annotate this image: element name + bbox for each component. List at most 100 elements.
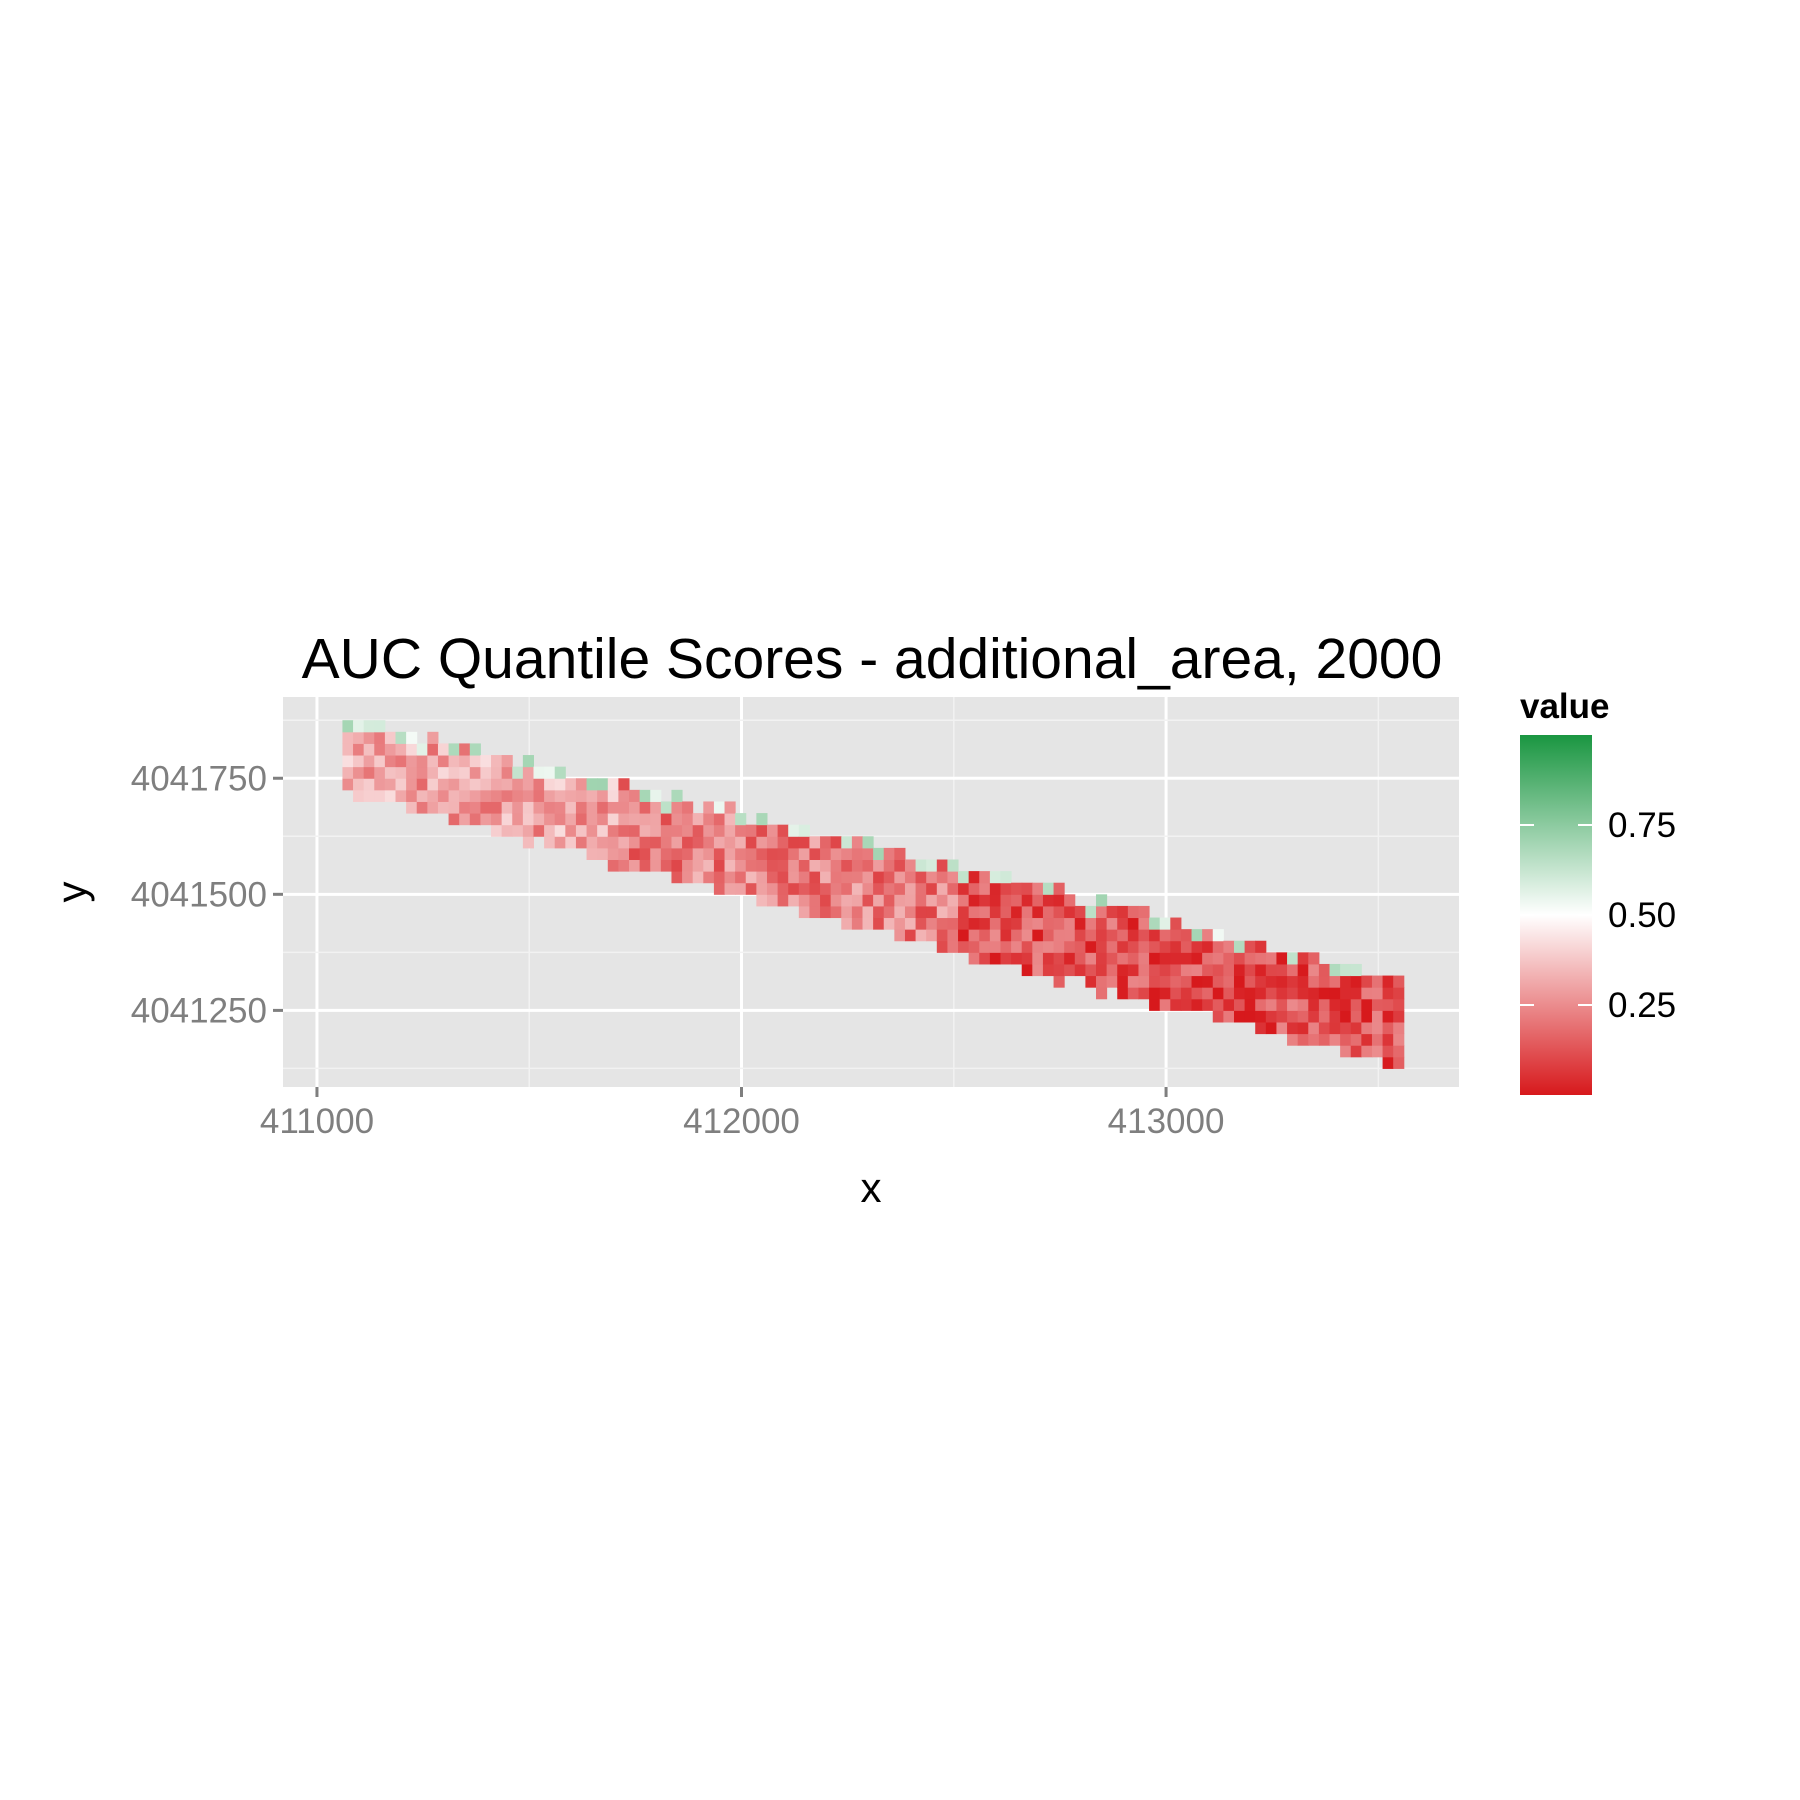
heatmap-cell [1223,987,1235,1000]
heatmap-cell [597,836,609,849]
heatmap-cell [1297,1010,1309,1023]
heatmap-cell [437,755,450,768]
heatmap-cell [851,894,864,907]
heatmap-cell [1064,952,1076,965]
heatmap-cell [1000,871,1012,884]
heatmap-cell [607,789,619,802]
heatmap-cell [1191,940,1203,953]
heatmap-cell [1064,917,1076,930]
heatmap-cell [395,743,407,756]
heatmap-cell [363,755,375,768]
heatmap-cell [851,836,864,849]
heatmap-cell [756,813,768,826]
heatmap-cell [565,801,577,814]
heatmap-cell [1042,929,1055,942]
heatmap-cell [1361,1045,1373,1058]
heatmap-cell [809,859,821,872]
heatmap-cell [448,778,460,791]
heatmap-cell [713,882,726,895]
heatmap-cell [979,871,991,884]
heatmap-cell [735,836,747,849]
heatmap-cell [1244,940,1256,953]
heatmap-cell [565,824,577,837]
heatmap-cell [607,813,619,826]
heatmap-cell [618,789,630,802]
heatmap-cell [1318,998,1331,1011]
heatmap-cell [724,813,736,826]
heatmap-cell [544,766,556,779]
heatmap-cell [936,882,948,895]
heatmap-cell [1074,917,1086,930]
heatmap-cell [883,871,895,884]
heatmap-cell [1223,963,1235,977]
heatmap-cell [1202,940,1214,953]
heatmap-cell [1340,1045,1352,1058]
heatmap-cell [1191,952,1203,965]
heatmap-cell [1159,929,1171,942]
heatmap-cell [735,882,747,895]
heatmap-cell [1000,929,1012,942]
heatmap-cell [1180,998,1193,1011]
heatmap-cell [936,859,948,872]
heatmap-cell [1011,894,1023,907]
heatmap-cell [363,743,375,756]
heatmap-cell [1297,975,1309,988]
heatmap-cell [416,766,428,779]
heatmap-cell [437,789,450,802]
heatmap-cell [1393,1022,1405,1035]
heatmap-cell [968,952,980,965]
heatmap-cell [491,824,503,837]
heatmap-cell [766,859,779,872]
heatmap-cell [830,836,842,849]
x-tick-label: 412000 [683,1102,800,1141]
heatmap-cell [724,801,736,814]
heatmap-cell [416,755,428,768]
heatmap-cell [1042,894,1055,907]
heatmap-cell [363,789,375,802]
heatmap-cell [1106,917,1118,930]
heatmap-cell [1053,917,1065,930]
heatmap-cell [1393,975,1405,988]
heatmap-cell [660,813,672,826]
heatmap-cell [671,813,683,826]
heatmap-cell [756,894,768,907]
heatmap-cell [926,917,938,930]
heatmap-cell [353,743,365,756]
heatmap-cell [1212,1010,1224,1023]
heatmap-cell [416,743,428,756]
heatmap-cell [650,859,662,872]
heatmap-cell [1138,917,1150,930]
heatmap-cell [586,789,598,802]
heatmap-cell [1106,952,1118,965]
heatmap-cell [554,836,566,849]
heatmap-cell [713,836,726,849]
heatmap-cell [830,847,842,860]
heatmap-cell [724,836,736,849]
legend-title: value [1520,687,1610,726]
heatmap-cell [650,847,662,860]
heatmap-cell [809,882,821,895]
heatmap-cell [756,847,768,860]
heatmap-cell [512,766,524,779]
heatmap-cell [1096,987,1108,1000]
heatmap-cell [554,789,566,802]
heatmap-cell [575,778,588,791]
heatmap-cell [989,952,1001,965]
y-axis-title: y [48,882,95,903]
heatmap-cell [1149,998,1161,1011]
heatmap-cell [1021,952,1033,965]
heatmap-cell [469,766,481,779]
heatmap-cell [522,755,534,768]
heatmap-cell [915,905,927,919]
heatmap-cell [618,813,630,826]
heatmap-cell [777,824,789,837]
heatmap-cell [1382,1056,1394,1069]
heatmap-cell [947,882,959,895]
heatmap-cell [427,743,439,756]
heatmap-cell [1053,929,1065,942]
heatmap-cell [353,789,365,802]
heatmap-cell [480,801,492,814]
heatmap-cell [629,836,641,849]
heatmap-cell [713,847,726,860]
